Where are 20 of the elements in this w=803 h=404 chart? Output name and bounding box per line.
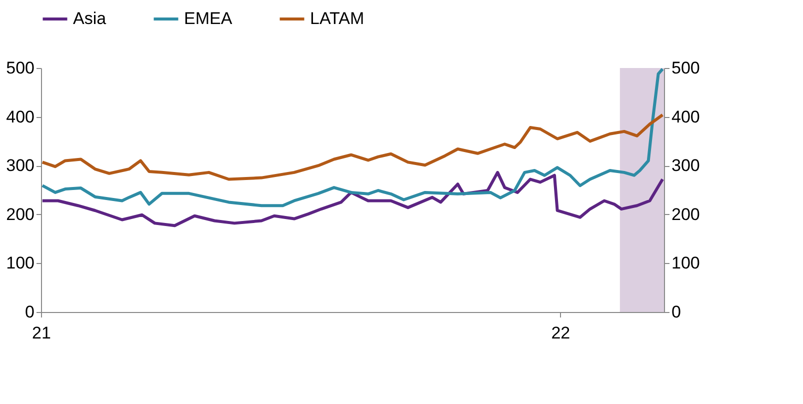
y2-tick-label: 300 xyxy=(672,156,700,176)
line-series xyxy=(40,113,664,181)
x-tick-label: 22 xyxy=(551,324,570,342)
y2-tick-label: 100 xyxy=(672,254,700,273)
y2-tick-label: 200 xyxy=(672,204,700,224)
legend-label: LATAM xyxy=(310,9,364,28)
y2-tick-label: 500 xyxy=(672,58,700,78)
y2-tick-label: 400 xyxy=(672,107,700,126)
y-tick-label: 200 xyxy=(6,204,34,224)
legend-label: EMEA xyxy=(184,9,233,28)
x-tick-label: 21 xyxy=(32,324,51,342)
line-series xyxy=(40,170,664,228)
line-series xyxy=(40,67,664,208)
y-tick-label: 300 xyxy=(6,156,34,176)
y2-tick-label: 0 xyxy=(672,302,681,322)
legend-label: Asia xyxy=(73,9,107,28)
y-tick-label: 500 xyxy=(6,58,34,78)
y-tick-label: 0 xyxy=(25,302,34,322)
y-tick-label: 400 xyxy=(6,107,34,126)
y-tick-label: 100 xyxy=(6,254,34,273)
